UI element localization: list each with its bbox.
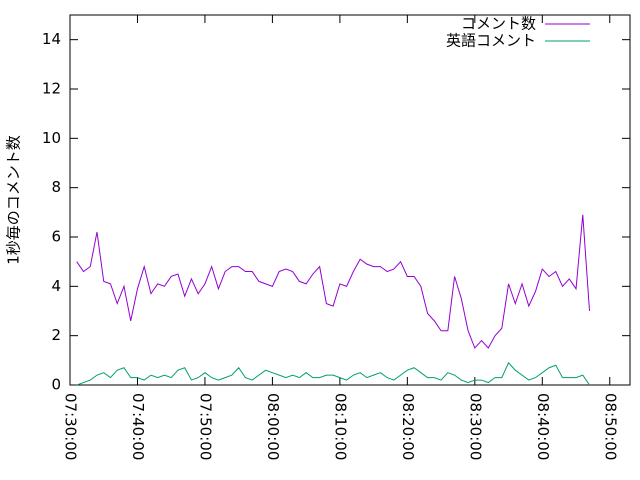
- series-line: [76, 214, 591, 349]
- legend-label: コメント数: [461, 15, 536, 33]
- y-tick-label: 4: [51, 277, 61, 295]
- x-tick-label: 08:50:00: [601, 393, 619, 460]
- y-tick-label: 14: [42, 30, 61, 48]
- x-tick-label: 07:50:00: [196, 393, 214, 460]
- x-tick-label: 07:40:00: [129, 393, 147, 460]
- x-tick-label: 07:30:00: [62, 393, 80, 460]
- x-tick-label: 08:10:00: [331, 393, 349, 460]
- y-tick-label: 6: [51, 228, 61, 246]
- x-tick-label: 08:40:00: [534, 393, 552, 460]
- y-axis-label: 1秒毎のコメント数: [5, 135, 23, 265]
- y-tick-label: 10: [42, 129, 61, 147]
- x-tick-label: 08:20:00: [399, 393, 417, 460]
- x-tick-label: 08:30:00: [466, 393, 484, 460]
- y-tick-label: 12: [42, 80, 61, 98]
- series-line: [76, 361, 590, 386]
- plot-frame: [69, 14, 631, 386]
- x-tick-label: 08:00:00: [264, 393, 282, 460]
- y-tick-label: 0: [51, 376, 61, 394]
- y-tick-label: 8: [51, 178, 61, 196]
- y-tick-label: 2: [51, 326, 61, 344]
- legend-label: 英語コメント: [446, 32, 536, 50]
